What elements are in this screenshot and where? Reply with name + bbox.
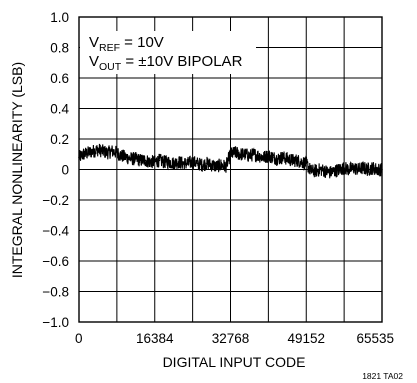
y-tick-label: 1.0 (50, 10, 69, 25)
data-point (262, 156, 265, 159)
data-point (206, 162, 208, 165)
x-tick-labels: 0 16384 32768 49152 65535 (75, 331, 394, 346)
series-layer (78, 143, 383, 179)
data-point (286, 158, 289, 160)
grid (78, 16, 383, 323)
data-point (305, 162, 308, 165)
data-point (253, 153, 255, 156)
data-point (248, 154, 251, 157)
data-point (168, 161, 170, 163)
data-point (229, 153, 232, 156)
data-point (106, 151, 109, 154)
x-axis-label: DIGITAL INPUT CODE (163, 354, 306, 370)
data-point (224, 165, 227, 168)
data-point (281, 156, 284, 159)
annotation-box (80, 31, 256, 74)
x-tick-label: 16384 (136, 331, 174, 346)
data-point (182, 162, 184, 165)
data-point (144, 159, 147, 162)
y-tick-label: 0 (61, 163, 69, 178)
data-point (319, 168, 322, 171)
data-point (82, 153, 85, 156)
x-tick-label: 65535 (356, 331, 394, 346)
data-point (116, 151, 118, 154)
y-tick-label: −1.0 (42, 315, 69, 330)
data-point (367, 168, 369, 171)
x-tick-label: 32768 (212, 331, 250, 346)
data-point (111, 150, 113, 152)
y-tick-labels: 1.0 0.8 0.6 0.4 0.2 0 −0.2 −0.4 −0.6 −0.8 −1.0 (42, 10, 69, 330)
series-line (78, 143, 383, 179)
data-point (376, 168, 379, 171)
y-tick-label: 0.4 (50, 102, 69, 117)
data-point (267, 154, 270, 157)
data-point (333, 170, 336, 172)
data-point (234, 151, 237, 154)
y-tick-label: −0.4 (42, 224, 69, 239)
data-point (258, 154, 260, 157)
data-point (220, 164, 222, 166)
data-point (239, 153, 241, 156)
y-tick-label: −0.2 (42, 193, 69, 208)
data-point (78, 156, 80, 159)
data-point (158, 159, 161, 162)
data-point (135, 158, 137, 160)
data-point (97, 148, 99, 151)
data-point (210, 164, 213, 166)
data-point (187, 162, 189, 165)
data-point (329, 171, 331, 174)
data-point (243, 153, 246, 156)
data-point (125, 156, 128, 159)
data-point (371, 167, 374, 169)
data-point (87, 151, 90, 154)
data-point (149, 161, 151, 163)
data-point (120, 154, 123, 157)
x-tick-label: 0 (75, 331, 83, 346)
y-tick-label: −0.6 (42, 254, 69, 269)
data-point (191, 161, 194, 163)
data-point (201, 164, 203, 166)
annotation-vout: VOUT = ±10V BIPOLAR (89, 53, 243, 73)
y-tick-label: 0.2 (50, 132, 69, 147)
data-point (130, 158, 132, 160)
data-point (277, 158, 279, 160)
data-point (153, 161, 156, 163)
data-point (324, 170, 326, 172)
data-point (163, 161, 166, 163)
data-point (343, 167, 345, 169)
data-point (352, 167, 355, 169)
data-point (101, 150, 104, 152)
data-point (291, 159, 293, 162)
data-point (215, 165, 218, 168)
figure-code: 1821 TA02 (362, 371, 403, 381)
data-point (139, 159, 142, 162)
annotation-vref: VREF = 10V (89, 34, 164, 54)
data-point (362, 167, 364, 169)
y-tick-label: 0.6 (50, 71, 69, 86)
data-point (172, 162, 175, 165)
data-point (314, 170, 317, 172)
data-point (381, 168, 383, 171)
data-point (357, 168, 360, 171)
data-point (338, 168, 341, 171)
x-tick-label: 49152 (287, 331, 325, 346)
data-point (177, 161, 180, 163)
y-tick-label: −0.8 (42, 285, 69, 300)
data-point (196, 162, 199, 165)
y-tick-label: 0.8 (50, 41, 69, 56)
data-point (272, 156, 274, 159)
data-point (310, 170, 312, 172)
data-point (92, 150, 95, 152)
data-point (295, 159, 298, 162)
y-axis-label: INTEGRAL NONLINEARITY (LSB) (9, 62, 25, 278)
data-point (300, 161, 303, 163)
data-point (348, 168, 350, 171)
